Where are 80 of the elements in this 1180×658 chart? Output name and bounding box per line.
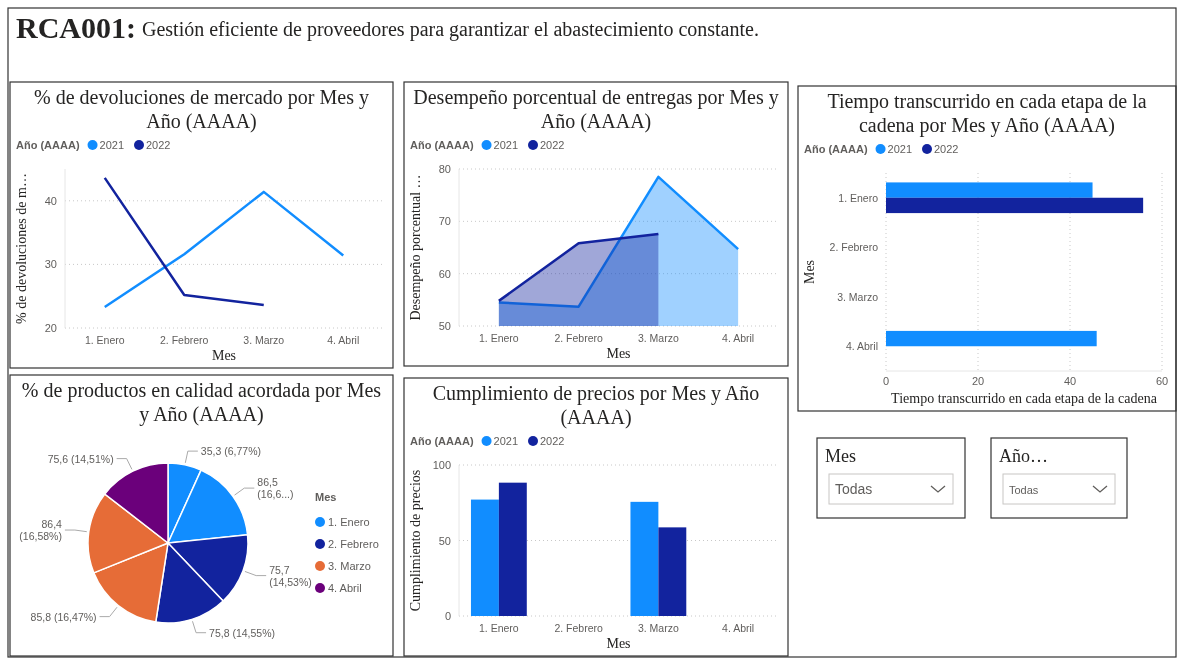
x-tick-label: 4. Abril <box>722 332 755 344</box>
chart-title: % de productos en calidad acordada por Mes y Año (AAAA) <box>21 379 382 426</box>
y-axis-title: % de devoluciones de m… <box>14 173 29 324</box>
legend-label: 1. Enero <box>328 516 370 528</box>
x-tick-label: 1. Enero <box>479 622 519 634</box>
data-label: 75,6 (14,51%) <box>47 452 114 465</box>
legend-title: Año (AAAA) <box>410 139 474 151</box>
y-axis-title: Desempeño porcentual … <box>408 174 423 321</box>
text: Todas <box>835 481 873 497</box>
legend-title: Año (AAAA) <box>410 435 474 447</box>
line-series <box>103 190 345 309</box>
x-axis-title: Tiempo transcurrido en cada etapa de la cadena <box>891 391 1158 406</box>
y-tick-label: 0 <box>444 610 451 622</box>
data-label: 35,3 (6,77%) <box>200 445 261 458</box>
legend-title: Año (AAAA) <box>16 139 80 151</box>
y-tick-label: 80 <box>438 163 451 175</box>
y-tick-label: 70 <box>438 215 451 228</box>
legend-label: 2021 <box>493 435 519 447</box>
x-axis-title: Mes <box>606 346 631 361</box>
y-tick-label: 50 <box>438 320 451 332</box>
x-tick-label: 2. Febrero <box>554 332 603 344</box>
x-tick-label: 20 <box>971 375 985 387</box>
y-axis-title: Cumplimiento de precios <box>408 469 423 612</box>
y-tick-label: 50 <box>438 534 451 547</box>
legend-label: 2021 <box>99 139 125 151</box>
legend-title: Mes <box>315 491 337 503</box>
legend-label: 2021 <box>493 139 519 151</box>
legend-label: 2022 <box>146 139 171 151</box>
x-tick-label: 4. Abril <box>327 334 360 346</box>
bar <box>886 330 1097 347</box>
text: Gestión eficiente de proveedores para garantizar el abastecimiento constante. <box>141 18 759 41</box>
x-tick-label: 3. Marzo <box>243 334 285 346</box>
y-tick-label: 30 <box>44 258 57 271</box>
x-tick-label: 4. Abril <box>722 622 755 634</box>
bar <box>630 501 659 616</box>
data-label: 86,5 (16,6...) <box>257 476 294 501</box>
y-tick-label: 40 <box>44 194 57 207</box>
x-tick-label: 3. Marzo <box>637 332 679 344</box>
x-tick-label: 2. Febrero <box>554 622 603 634</box>
y-axis-title: Mes <box>802 259 817 285</box>
legend-title: Año (AAAA) <box>804 143 868 155</box>
bar <box>658 527 687 616</box>
text: RCA001: <box>16 11 136 44</box>
x-tick-label: 2. Febrero <box>160 334 209 346</box>
legend-label: 2. Febrero <box>328 538 379 550</box>
legend-label: 4. Abril <box>328 582 362 594</box>
data-label: 86,4 (16,58%) <box>19 518 63 543</box>
legend-label: 2021 <box>887 143 913 155</box>
legend-label: 2022 <box>934 143 959 155</box>
y-tick-label: 100 <box>432 459 451 471</box>
x-tick-label: 3. Marzo <box>637 622 679 634</box>
text: Todas <box>1009 484 1039 496</box>
y-tick-label: 1. Enero <box>838 191 879 204</box>
text: Año… <box>999 446 1048 466</box>
x-tick-label: 60 <box>1155 375 1169 387</box>
data-label: 85,8 (16,47%) <box>30 610 97 623</box>
text: Mes <box>825 446 856 466</box>
x-axis-title: Mes <box>606 636 631 651</box>
y-tick-label: 3. Marzo <box>837 290 879 303</box>
legend-label: 3. Marzo <box>328 560 371 572</box>
data-label: 75,7 (14,53%) <box>269 563 312 588</box>
x-tick-label: 0 <box>882 375 890 387</box>
y-tick-label: 2. Febrero <box>829 241 879 254</box>
bar <box>886 182 1093 198</box>
legend-label: 2022 <box>540 435 565 447</box>
bar <box>886 197 1144 214</box>
bar <box>470 499 499 616</box>
y-tick-label: 20 <box>44 322 57 334</box>
x-tick-label: 1. Enero <box>479 332 519 344</box>
y-tick-label: 60 <box>438 267 451 280</box>
chart-title: Desempeño porcentual de entregas por Mes y Año (AAAA) <box>413 86 779 133</box>
data-label: 75,8 (14,55%) <box>209 626 276 639</box>
chart-title: Tiempo transcurrido en cada etapa de la cadena por Mes y Año (AAAA) <box>827 90 1147 137</box>
bar <box>498 482 527 616</box>
x-tick-label: 1. Enero <box>84 334 125 346</box>
chart-title: Cumplimiento de precios por Mes y Año (AAAA) <box>432 382 760 429</box>
chart-title: % de devoluciones de mercado por Mes y Año (AAAA) <box>34 86 369 133</box>
x-tick-label: 40 <box>1063 375 1077 387</box>
x-axis-title: Mes <box>211 348 237 363</box>
legend-label: 2022 <box>540 139 565 151</box>
